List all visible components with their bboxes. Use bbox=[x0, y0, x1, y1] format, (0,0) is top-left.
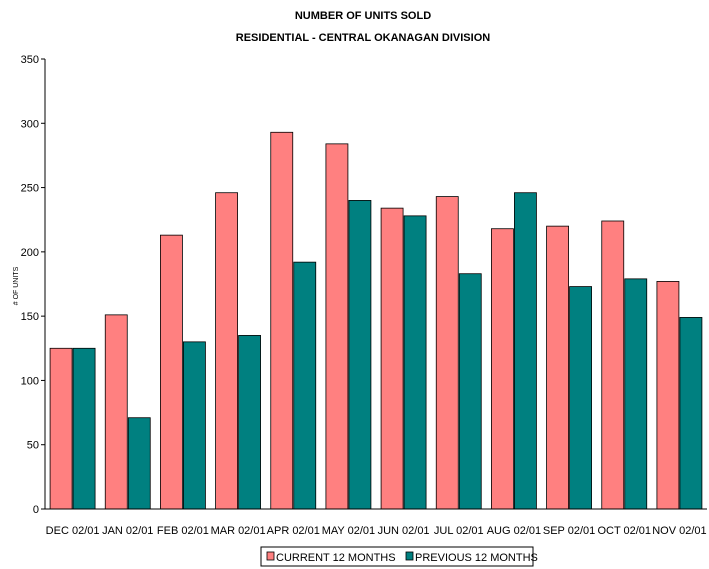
y-tick-label: 50 bbox=[27, 440, 39, 452]
y-tick-label: 0 bbox=[33, 504, 39, 516]
bar-previous bbox=[348, 200, 372, 510]
chart-title: NUMBER OF UNITS SOLD bbox=[295, 10, 431, 22]
x-tick-label: OCT 02/01 bbox=[597, 525, 651, 537]
bar-previous bbox=[127, 417, 151, 510]
bar-current bbox=[656, 281, 680, 510]
bar-current bbox=[601, 220, 625, 510]
x-tick-label: APR 02/01 bbox=[267, 525, 320, 537]
bar-previous bbox=[238, 335, 261, 510]
x-tick-label: DEC 02/01 bbox=[46, 525, 100, 537]
bar-previous bbox=[72, 347, 96, 510]
y-ticks: 0 50 100 150 200 250 300 350 bbox=[21, 54, 45, 516]
bar-previous bbox=[569, 286, 592, 510]
bar-previous bbox=[624, 278, 648, 510]
bar-current bbox=[215, 192, 238, 510]
x-tick-label: MAR 02/01 bbox=[211, 525, 266, 537]
bar-current bbox=[160, 234, 183, 510]
x-tick-label: JUN 02/01 bbox=[378, 525, 430, 537]
legend-label: CURRENT 12 MONTHS bbox=[276, 552, 396, 564]
chart-subtitle: RESIDENTIAL - CENTRAL OKANAGAN DIVISION bbox=[236, 32, 490, 44]
y-tick-label: 150 bbox=[21, 311, 39, 323]
x-tick-label: SEP 02/01 bbox=[543, 525, 595, 537]
bar-previous bbox=[679, 317, 703, 510]
bar-current bbox=[104, 314, 128, 510]
y-axis-title: # OF UNITS bbox=[13, 266, 20, 305]
bar-previous bbox=[293, 261, 317, 510]
x-tick-label: AUG 02/01 bbox=[487, 525, 541, 537]
y-tick-label: 200 bbox=[21, 247, 39, 259]
y-tick-label: 250 bbox=[21, 183, 39, 195]
legend-swatch bbox=[266, 551, 275, 561]
x-tick-label: JUL 02/01 bbox=[434, 525, 484, 537]
bar-current bbox=[435, 196, 459, 510]
bar-current bbox=[270, 131, 294, 510]
x-tick-label: JAN 02/01 bbox=[102, 525, 153, 537]
bar-previous bbox=[458, 273, 482, 510]
legend: CURRENT 12 MONTHS PREVIOUS 12 MONTHS bbox=[260, 546, 538, 567]
x-tick-label: NOV 02/01 bbox=[652, 525, 706, 537]
axes-layer bbox=[44, 59, 707, 510]
y-tick-label: 300 bbox=[21, 118, 39, 130]
x-tick-labels: DEC 02/01 JAN 02/01 FEB 02/01 MAR 02/01 APR … bbox=[46, 525, 707, 537]
bar-previous bbox=[403, 215, 427, 510]
x-tick-label: MAY 02/01 bbox=[322, 525, 375, 537]
legend-label: PREVIOUS 12 MONTHS bbox=[415, 552, 538, 564]
bar-current bbox=[380, 207, 404, 510]
bars-layer bbox=[49, 131, 703, 510]
bar-current bbox=[546, 225, 569, 510]
bar-current bbox=[49, 347, 73, 510]
legend-box bbox=[260, 546, 534, 567]
bar-current bbox=[325, 143, 349, 510]
y-tick-label: 350 bbox=[21, 54, 39, 66]
legend-swatch bbox=[405, 551, 414, 561]
y-tick-label: 100 bbox=[21, 375, 39, 387]
bar-current bbox=[491, 228, 514, 510]
bar-previous bbox=[514, 192, 537, 510]
bar-previous bbox=[183, 341, 206, 510]
x-tick-label: FEB 02/01 bbox=[157, 525, 209, 537]
